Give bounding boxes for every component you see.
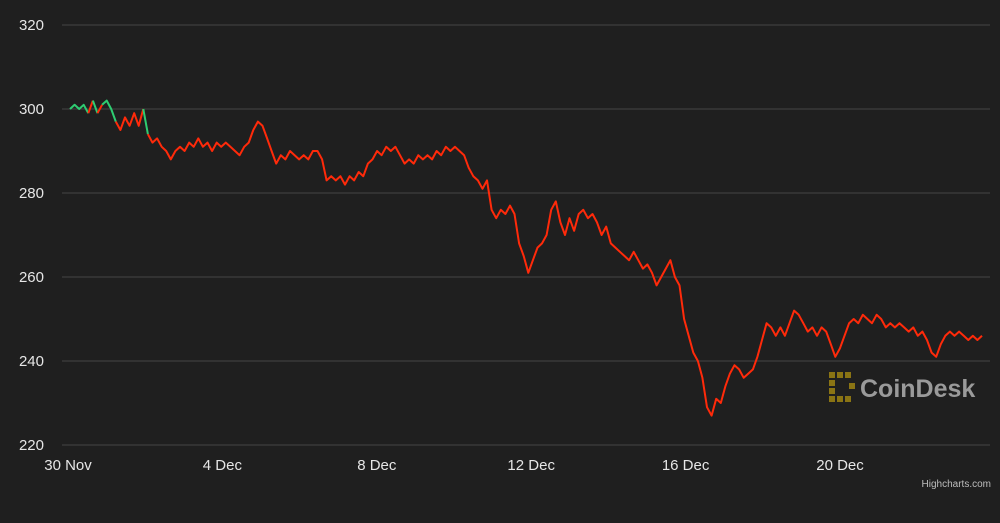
highcharts-credit[interactable]: Highcharts.com [922, 479, 991, 490]
series-line-segment-3 [96, 104, 103, 114]
price-series [69, 99, 983, 417]
coindesk-logo-icon [829, 372, 855, 402]
series-line-segment-0 [69, 103, 90, 114]
y-tick-label: 240 [19, 353, 44, 370]
coindesk-wordmark: CoinDesk [860, 375, 975, 403]
series-line-segment-5 [114, 108, 145, 131]
coindesk-watermark: CoinDesk [829, 372, 975, 403]
x-tick-label: 12 Dec [507, 457, 555, 474]
grid-lines [62, 24, 990, 446]
x-tick-label: 4 Dec [203, 457, 243, 474]
x-tick-label: 8 Dec [357, 457, 397, 474]
x-axis-ticks: 30 Nov 4 Dec 8 Dec 12 Dec 16 Dec 20 Dec [44, 457, 864, 474]
series-line-segment-7 [147, 120, 983, 417]
x-tick-label: 30 Nov [44, 457, 92, 474]
x-tick-label: 16 Dec [662, 457, 710, 474]
y-tick-label: 220 [19, 437, 44, 454]
y-tick-label: 260 [19, 269, 44, 286]
y-tick-label: 280 [19, 185, 44, 202]
series-line-segment-6 [142, 108, 149, 135]
series-line-segment-1 [87, 100, 94, 114]
y-tick-label: 320 [19, 17, 44, 34]
series-line-segment-4 [101, 99, 117, 122]
y-tick-label: 300 [19, 101, 44, 118]
x-tick-label: 20 Dec [816, 457, 864, 474]
series-line-segment-2 [91, 100, 99, 114]
y-axis-ticks: 220 240 260 280 300 320 [19, 17, 44, 454]
